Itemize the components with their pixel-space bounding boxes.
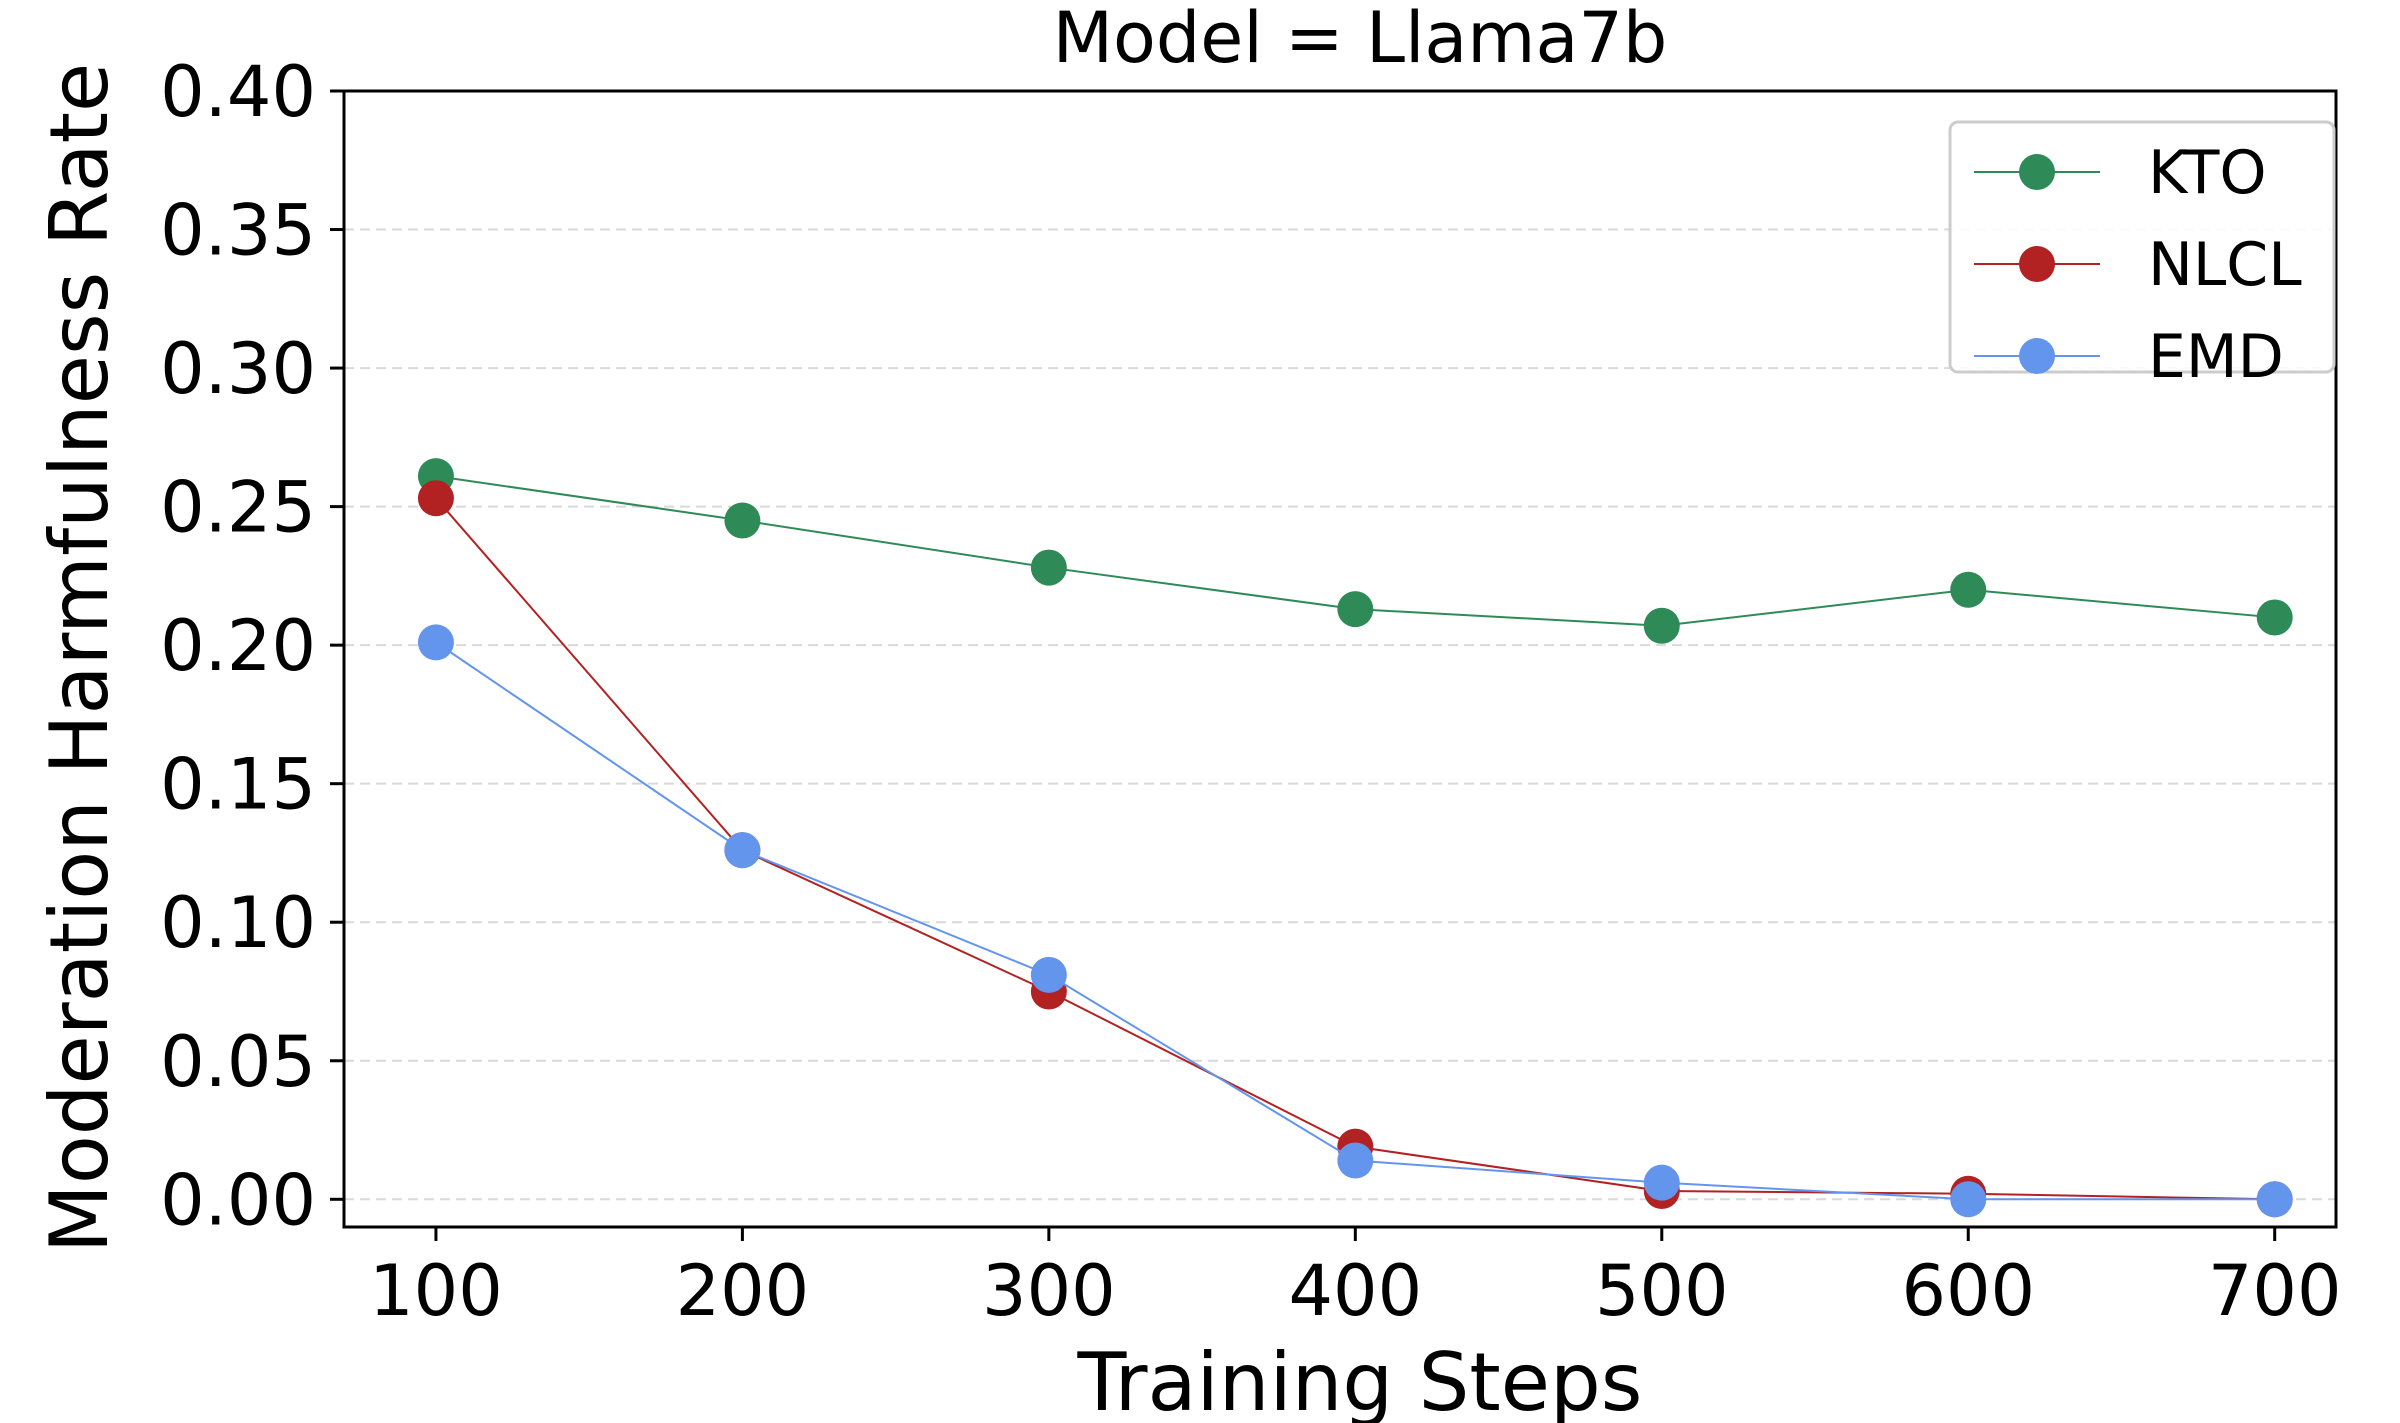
x-tick-label-2: 300 — [982, 1250, 1116, 1332]
legend-label-nlcl: NLCL — [2148, 230, 2302, 300]
x-tick-label-4: 500 — [1595, 1250, 1729, 1332]
legend-label-kto: KTO — [2148, 138, 2267, 208]
x-axis-title: Training Steps — [1077, 1336, 1643, 1423]
legend-label-emd: EMD — [2148, 322, 2284, 392]
y-tick-label-4: 0.20 — [160, 605, 316, 687]
x-tick-label-5: 600 — [1901, 1250, 2035, 1332]
y-tick-label-1: 0.05 — [160, 1021, 316, 1103]
y-tick-label-6: 0.30 — [160, 328, 316, 410]
x-tick-label-1: 200 — [676, 1250, 810, 1332]
data-point-emd-100 — [417, 624, 454, 661]
x-tick-label-0: 100 — [369, 1250, 503, 1332]
data-point-kto-600 — [1950, 571, 1987, 608]
series-line-emd — [435, 641, 2275, 1201]
data-point-emd-200 — [724, 832, 761, 869]
data-point-emd-600 — [1950, 1181, 1987, 1218]
legend-marker-nlcl — [2019, 246, 2055, 282]
series-layer — [417, 458, 2293, 1218]
data-point-kto-300 — [1030, 549, 1067, 586]
x-tick-label-3: 400 — [1289, 1250, 1423, 1332]
data-point-emd-300 — [1030, 956, 1067, 993]
data-point-kto-200 — [724, 502, 761, 539]
x-tick-label-6: 700 — [2208, 1250, 2342, 1332]
data-point-nlcl-100 — [417, 480, 454, 517]
legend: KTO NLCL EMD — [1948, 120, 2336, 392]
data-point-kto-400 — [1337, 591, 1374, 628]
data-point-emd-700 — [2256, 1181, 2293, 1218]
data-point-emd-500 — [1643, 1164, 1680, 1201]
axes-layer: 0.00 0.05 0.10 0.15 0.20 0.25 0.30 0.35 0.40 100 2… — [160, 51, 2341, 1332]
data-point-kto-700 — [2256, 599, 2293, 636]
y-tick-label-0: 0.00 — [160, 1159, 316, 1241]
data-point-kto-500 — [1643, 607, 1680, 644]
legend-marker-kto — [2019, 154, 2055, 190]
y-tick-label-8: 0.40 — [160, 51, 316, 133]
y-tick-label-7: 0.35 — [160, 190, 316, 272]
legend-marker-emd — [2019, 338, 2055, 374]
y-axis-title: Moderation Harmfulness Rate — [33, 63, 126, 1253]
y-tick-label-2: 0.10 — [160, 882, 316, 964]
plot-frame — [342, 89, 2338, 1229]
y-tick-label-5: 0.25 — [160, 467, 316, 549]
chart-title: Model = Llama7b — [1053, 0, 1668, 79]
y-tick-label-3: 0.15 — [160, 744, 316, 826]
data-point-emd-400 — [1337, 1142, 1374, 1179]
